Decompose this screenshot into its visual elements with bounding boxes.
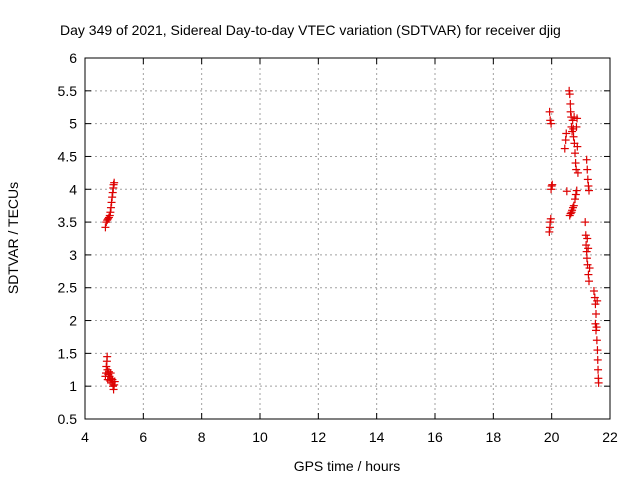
data-point — [583, 260, 592, 269]
data-point — [583, 165, 592, 174]
data-point — [584, 244, 593, 253]
x-tick-label: 6 — [139, 429, 147, 445]
y-tick-label: 1 — [69, 378, 77, 394]
data-point — [110, 178, 119, 187]
data-point — [594, 378, 603, 387]
x-tick-label: 18 — [486, 429, 502, 445]
data-point — [568, 116, 577, 125]
chart-title: Day 349 of 2021, Sidereal Day-to-day VTE… — [60, 22, 561, 38]
data-point — [101, 223, 110, 232]
data-point — [593, 296, 602, 305]
x-tick-label: 12 — [311, 429, 327, 445]
y-tick-label: 6 — [69, 50, 77, 66]
x-tick-label: 20 — [544, 429, 560, 445]
y-tick-label: 2.5 — [58, 280, 78, 296]
data-point — [585, 277, 593, 286]
data-point — [573, 114, 582, 123]
data-point — [585, 264, 594, 273]
x-tick-label: 4 — [81, 429, 89, 445]
data-point — [562, 187, 571, 196]
x-tick-label: 16 — [427, 429, 443, 445]
data-point — [562, 129, 571, 138]
data-point — [104, 213, 113, 222]
plot-frame — [84, 57, 611, 420]
data-point — [594, 365, 603, 374]
data-point — [571, 190, 580, 199]
data-point — [589, 287, 598, 296]
data-point — [104, 214, 113, 223]
data-point — [545, 107, 554, 116]
y-tick-label: 3.5 — [58, 214, 78, 230]
data-point — [566, 209, 575, 218]
y-tick-label: 2 — [69, 313, 77, 329]
data-point — [571, 149, 579, 158]
data-point — [103, 352, 112, 361]
data-point — [565, 211, 574, 220]
y-tick-label: 3 — [69, 247, 77, 263]
data-point — [572, 186, 581, 195]
data-point — [571, 195, 579, 204]
y-tick-label: 1.5 — [58, 345, 78, 361]
data-point — [581, 218, 590, 227]
data-point — [572, 165, 581, 174]
data-point — [568, 203, 577, 212]
data-points — [101, 86, 603, 394]
data-point — [583, 234, 592, 243]
data-point — [565, 90, 574, 99]
data-point — [110, 377, 119, 386]
data-point — [569, 201, 578, 210]
data-point — [593, 355, 602, 364]
data-point — [547, 119, 556, 128]
y-tick-label: 5.5 — [58, 83, 78, 99]
data-point — [591, 300, 600, 309]
data-point — [102, 218, 111, 227]
data-point — [592, 309, 600, 318]
data-point — [546, 116, 555, 125]
y-tick-label: 0.5 — [58, 411, 78, 427]
x-tick-label: 14 — [369, 429, 385, 445]
data-point — [582, 155, 591, 164]
data-point — [569, 132, 578, 141]
y-tick-label: 5 — [69, 116, 77, 132]
axis-ticks: 4 6 8 10 12 14 16 18 20 22 0.5 1 1.5 2 2.5 3 3.5 4 4.5 5 5.5… — [58, 50, 618, 445]
data-point — [585, 186, 593, 195]
y-axis-label: SDTVAR / TECUs — [5, 182, 21, 294]
data-point — [566, 99, 575, 108]
data-point — [560, 144, 569, 153]
data-point — [593, 346, 602, 355]
data-point — [572, 122, 581, 131]
x-tick-label: 22 — [602, 429, 618, 445]
y-tick-label: 4 — [69, 181, 77, 197]
data-point — [548, 180, 557, 189]
x-axis-label: GPS time / hours — [294, 458, 401, 474]
data-point — [573, 142, 582, 151]
y-tick-label: 4.5 — [58, 148, 78, 164]
x-tick-label: 10 — [252, 429, 268, 445]
data-point — [546, 214, 555, 223]
data-point — [592, 323, 601, 332]
data-point — [581, 231, 590, 240]
data-point — [573, 168, 582, 177]
data-point — [592, 336, 601, 345]
x-tick-label: 8 — [198, 429, 206, 445]
grid — [85, 58, 610, 419]
